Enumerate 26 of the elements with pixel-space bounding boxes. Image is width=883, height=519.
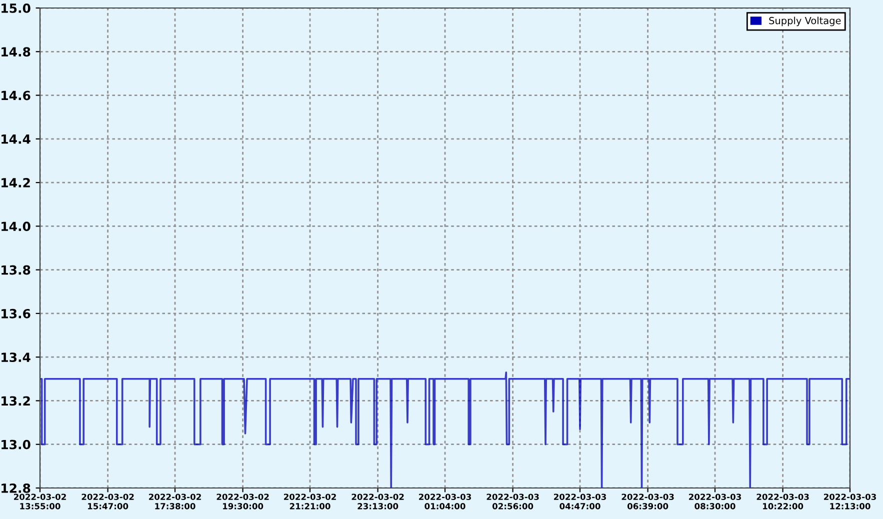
y-tick-label: 14.8: [2, 47, 30, 57]
y-tick-label: 13.4: [2, 352, 30, 362]
y-tick-label: 13.6: [2, 308, 30, 318]
x-tick-label: 2022-03-03 01:04:00: [419, 494, 471, 510]
y-tick-label: 13.0: [2, 440, 30, 450]
x-tick-label: 2022-03-02 23:13:00: [352, 494, 404, 510]
x-tick-label: 2022-03-03 06:39:00: [622, 494, 674, 510]
x-tick-label: 2022-03-03 04:47:00: [554, 494, 606, 510]
y-tick-label: 14.4: [2, 134, 30, 144]
x-tick-label: 2022-03-02 21:21:00: [284, 494, 336, 510]
y-tick-label: 15.0: [2, 3, 30, 13]
y-tick-label: 13.2: [2, 396, 30, 406]
x-tick-label: 2022-03-03 10:22:00: [756, 494, 809, 510]
legend-label: Supply Voltage: [769, 16, 841, 26]
x-tick-label: 2022-03-03 08:30:00: [689, 494, 741, 510]
y-tick-label: 13.8: [2, 265, 30, 275]
x-tick-label: 2022-03-03 02:56:00: [486, 494, 539, 510]
y-tick-label: 14.2: [2, 178, 30, 188]
x-tick-label: 2022-03-02 15:47:00: [82, 494, 134, 510]
x-tick-label: 2022-03-02 19:30:00: [216, 494, 269, 510]
y-tick-label: 14.0: [2, 222, 30, 232]
x-tick-label: 2022-03-03 12:13:00: [824, 494, 876, 510]
x-tick-label: 2022-03-02 17:38:00: [149, 494, 201, 510]
y-tick-label: 14.6: [2, 90, 30, 100]
x-tick-label: 2022-03-02 13:55:00: [14, 494, 66, 510]
y-tick-label: 12.8: [2, 483, 30, 493]
